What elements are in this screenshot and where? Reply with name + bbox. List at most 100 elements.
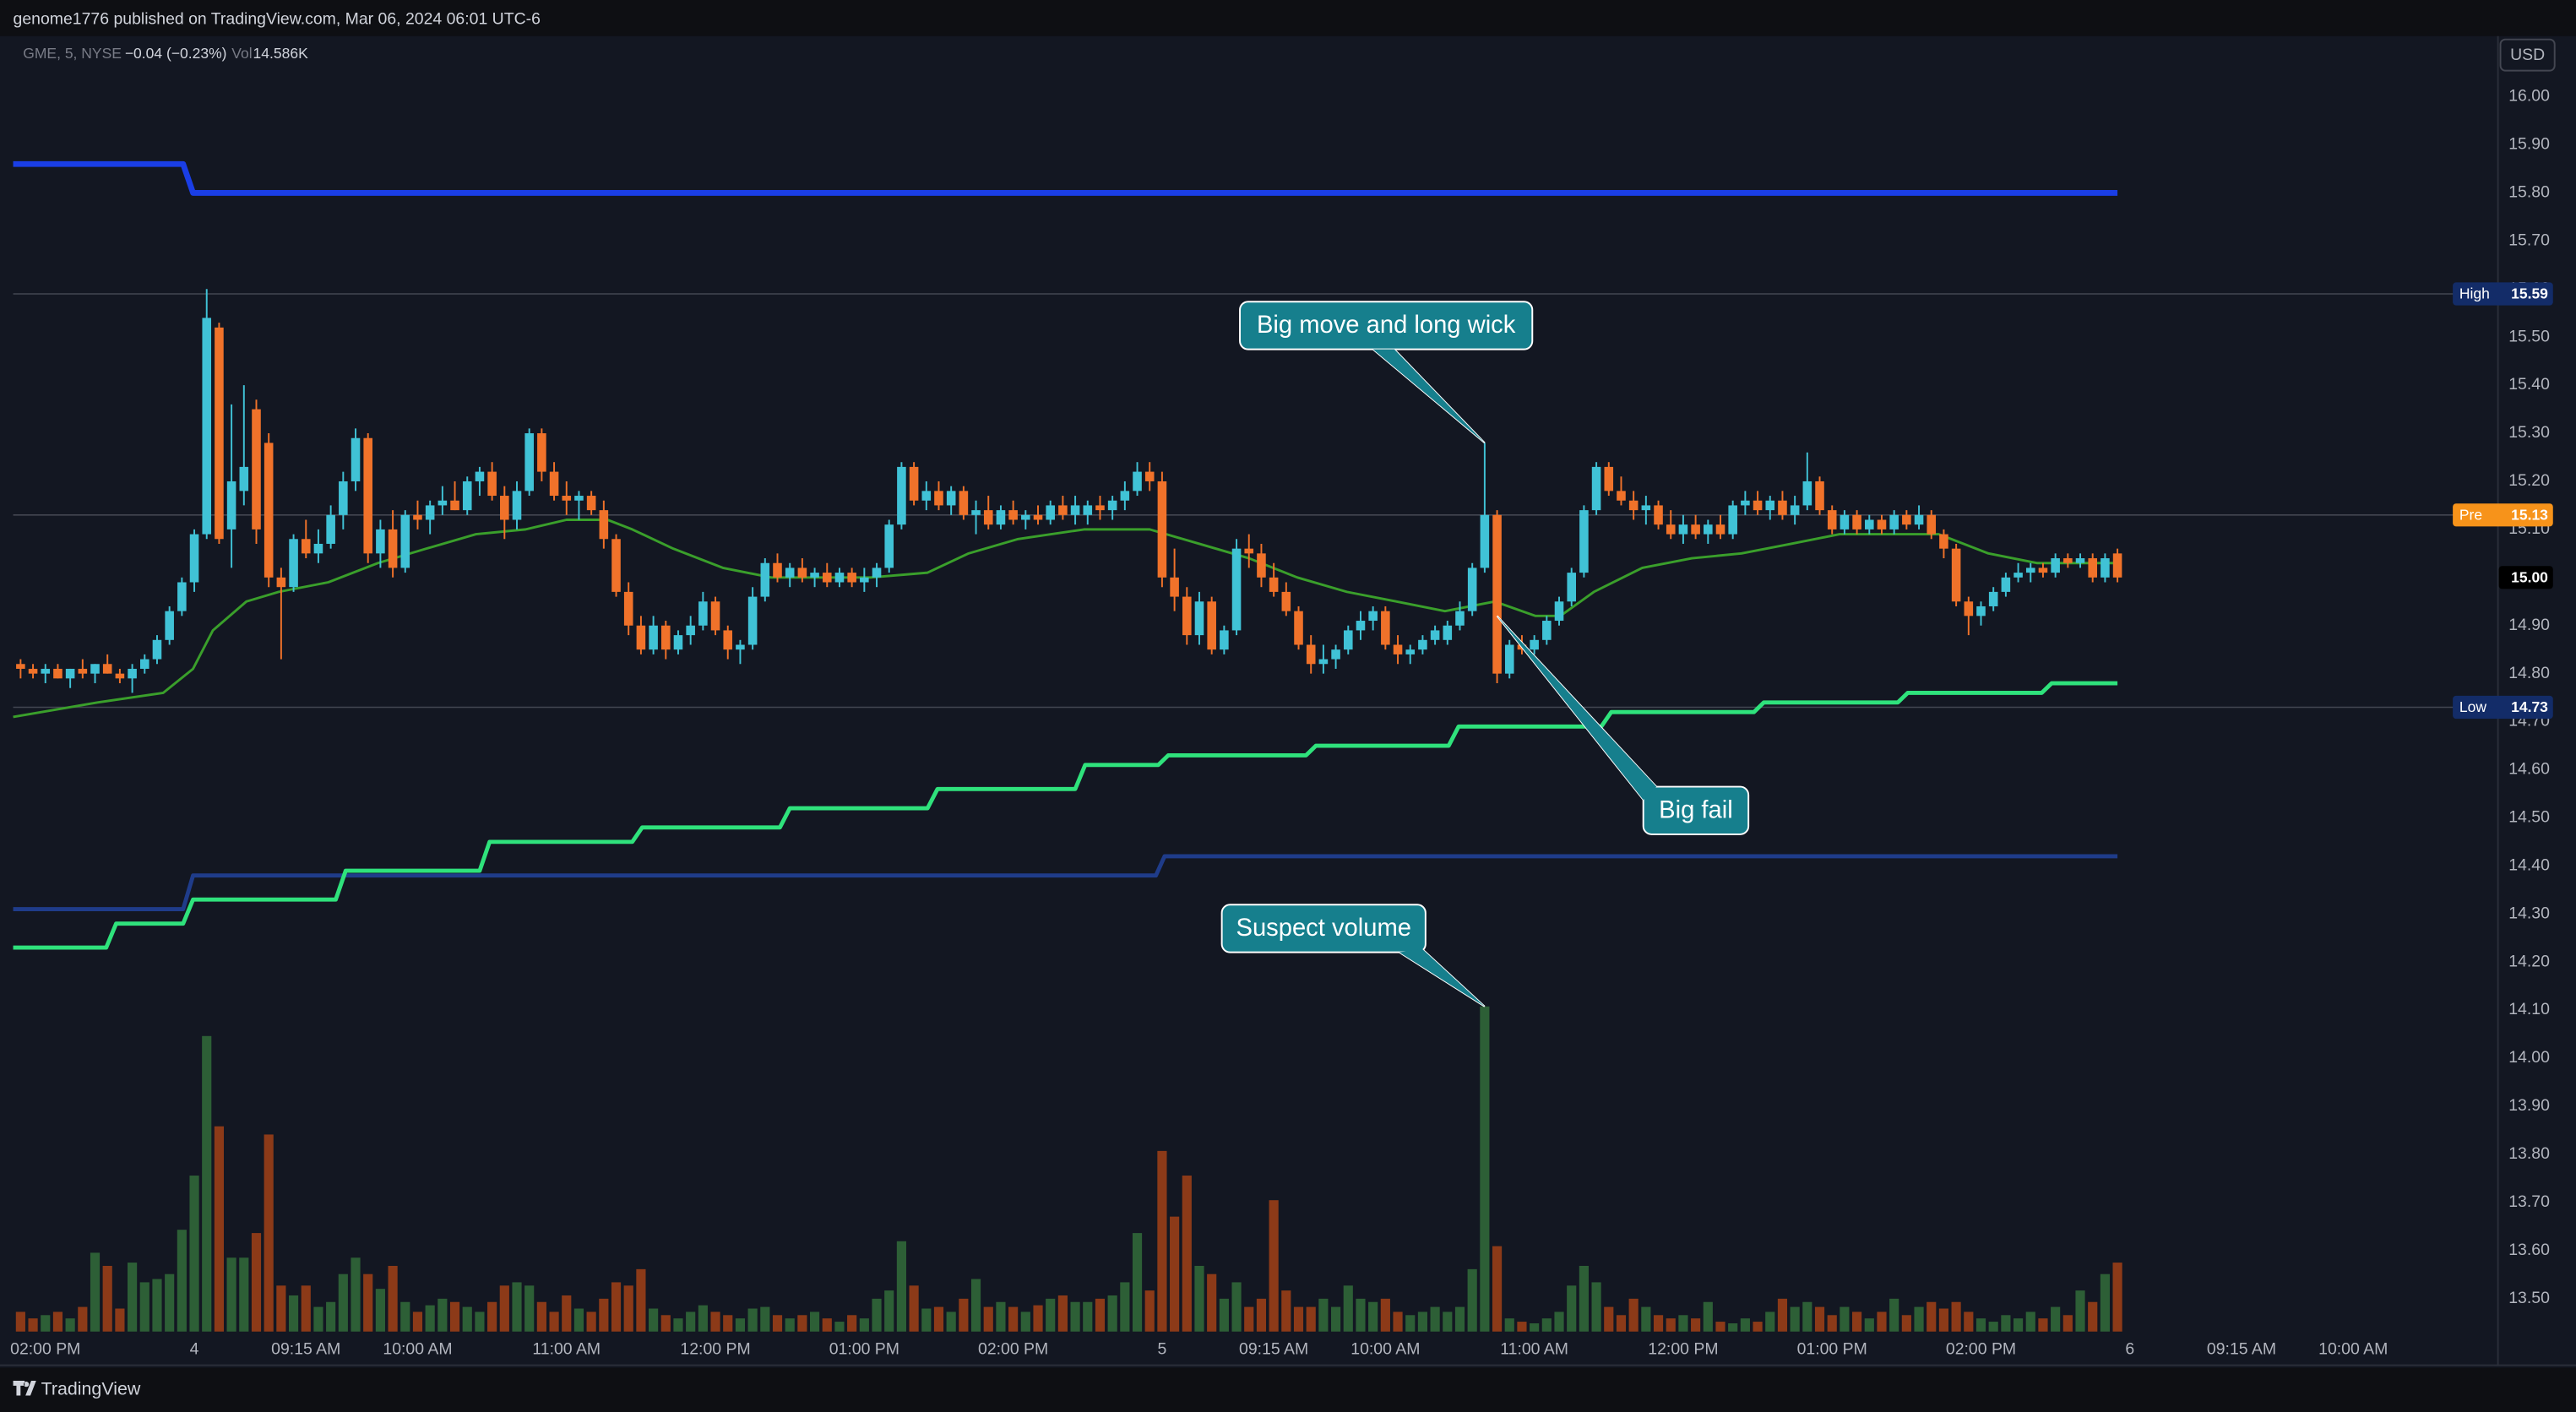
- candle-body: [500, 496, 509, 520]
- volume-bar: [1417, 1312, 1428, 1332]
- callout-text: Big move and long wick: [1257, 312, 1516, 339]
- candle-body: [549, 471, 559, 497]
- candle-body: [611, 539, 621, 592]
- volume-bar: [412, 1312, 423, 1332]
- x-tick-label: 09:15 AM: [2207, 1339, 2276, 1358]
- candle-body: [1070, 505, 1080, 515]
- volume-bar: [1579, 1265, 1589, 1332]
- candle-body: [1741, 500, 1750, 506]
- footer-bar: [0, 1367, 2576, 1412]
- candle-body: [1530, 639, 1539, 650]
- candle-body: [698, 601, 708, 626]
- candle-body: [102, 664, 112, 674]
- candle-body: [1480, 514, 1490, 568]
- volume-bar: [1914, 1306, 1924, 1332]
- candle-body: [425, 505, 435, 520]
- x-tick-label: 02:00 PM: [978, 1339, 1048, 1358]
- x-tick-label: 02:00 PM: [1946, 1339, 2016, 1358]
- candle-body: [1914, 514, 1924, 525]
- indicator-layer: [13, 160, 2497, 950]
- volume-bar: [1541, 1318, 1552, 1332]
- volume-bar: [1666, 1318, 1676, 1332]
- candle-body: [562, 496, 572, 501]
- volume-bar: [1256, 1298, 1267, 1332]
- volume-bar: [562, 1295, 572, 1332]
- candle-body: [1393, 644, 1403, 654]
- candle-body: [586, 496, 596, 511]
- volume-bar: [15, 1312, 25, 1332]
- volume-bar: [1467, 1268, 1477, 1332]
- y-tick-label: 15.20: [2508, 471, 2550, 490]
- candle-body: [723, 630, 733, 650]
- x-tick-label: 09:15 AM: [1239, 1339, 1308, 1358]
- candle-body: [1144, 471, 1155, 481]
- candle-body: [1691, 524, 1700, 535]
- candle-body: [2038, 568, 2048, 573]
- candle-body: [1802, 481, 1812, 506]
- candle-body: [1443, 625, 1453, 640]
- candle-body: [1269, 577, 1279, 592]
- candle-body: [115, 673, 125, 679]
- candle-body: [1046, 505, 1055, 520]
- volume-bar: [1802, 1301, 1812, 1332]
- price-label-value: 15.59: [2511, 285, 2548, 302]
- volume-bar: [1405, 1315, 1416, 1332]
- y-tick-label: 15.90: [2508, 135, 2550, 154]
- candle-body: [810, 573, 819, 578]
- candle-body: [1790, 505, 1800, 515]
- volume-bar: [437, 1298, 448, 1332]
- candle-body: [28, 668, 38, 674]
- volume-bar: [1033, 1305, 1043, 1332]
- candle-body: [847, 573, 856, 583]
- volume-bar: [1951, 1301, 1961, 1332]
- volume-bar: [1877, 1312, 1887, 1332]
- candle-body: [1405, 649, 1416, 654]
- candle-body: [1033, 514, 1043, 520]
- candle-body: [1579, 510, 1589, 573]
- volume-bar: [996, 1301, 1006, 1332]
- volume-bar: [1852, 1312, 1862, 1332]
- candle-body: [226, 481, 236, 530]
- volume-bar: [921, 1308, 932, 1332]
- candle-body: [177, 582, 187, 611]
- volume-bar: [1393, 1312, 1403, 1332]
- volume-bar: [2051, 1306, 2061, 1332]
- candle-body: [1220, 630, 1229, 650]
- volume-bar: [1715, 1322, 1725, 1332]
- currency-button[interactable]: [2499, 38, 2556, 72]
- volume-bar: [1591, 1282, 1601, 1332]
- currency[interactable]: USD: [2510, 46, 2545, 64]
- volume-bar: [785, 1318, 795, 1332]
- volume-bar: [425, 1305, 435, 1332]
- x-tick-label: 4: [190, 1339, 199, 1358]
- price-label-box: [2453, 503, 2553, 527]
- candle-body: [747, 596, 758, 645]
- volume-bar: [822, 1318, 832, 1332]
- volume-bar: [1740, 1318, 1750, 1332]
- candle-body: [16, 664, 25, 669]
- volume-bar: [1368, 1301, 1378, 1332]
- candle-body: [2112, 553, 2122, 578]
- candle-body: [189, 534, 199, 583]
- candle-body: [152, 639, 162, 660]
- volume-bar: [41, 1315, 51, 1332]
- brand-logo: [13, 1381, 36, 1396]
- volume-bar: [723, 1315, 733, 1332]
- volume-bar: [946, 1312, 956, 1332]
- volume-bar: [1020, 1312, 1030, 1332]
- volume-bar: [313, 1306, 323, 1332]
- volume-bar: [760, 1306, 770, 1332]
- candle-body: [1604, 466, 1614, 491]
- volume-label: Vol: [231, 45, 252, 62]
- volume-bar: [1777, 1298, 1788, 1332]
- volume-bar: [1454, 1306, 1465, 1332]
- symbol: GME, 5, NYSE: [23, 45, 122, 62]
- y-tick-label: 14.00: [2508, 1048, 2550, 1067]
- candle-body: [1704, 524, 1713, 535]
- volume-bar: [872, 1298, 882, 1332]
- volume-bar: [1170, 1216, 1180, 1332]
- candle-body: [339, 481, 348, 515]
- price-label-box: [2453, 695, 2553, 720]
- candle-body: [1567, 573, 1576, 602]
- change: −0.04 (−0.23%): [125, 45, 227, 62]
